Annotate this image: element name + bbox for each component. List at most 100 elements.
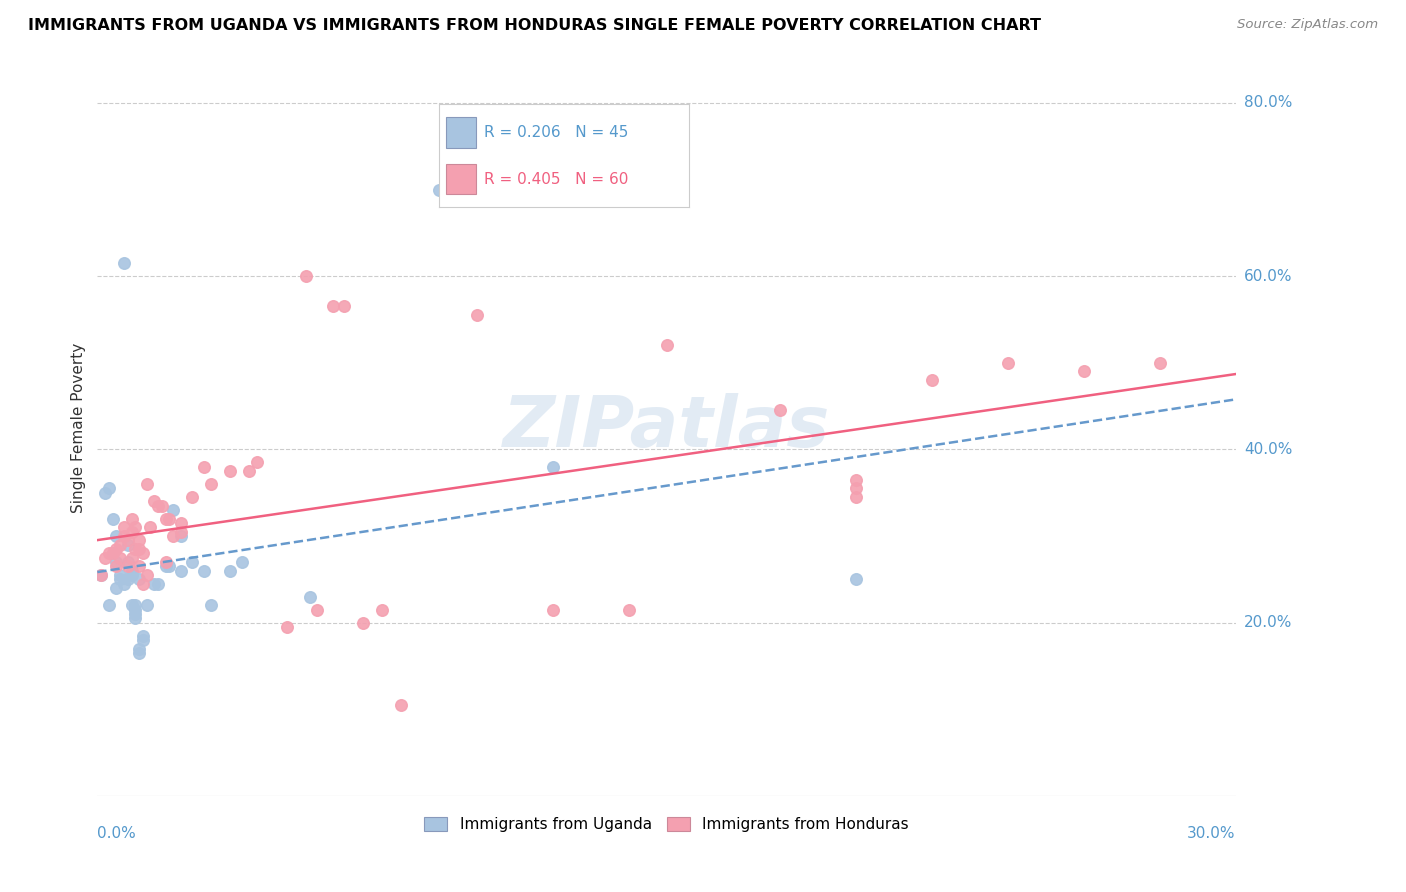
Point — [101, 546, 124, 560]
Point — [181, 555, 204, 569]
Point — [276, 620, 298, 634]
Point — [135, 477, 157, 491]
Point — [135, 599, 157, 613]
Point — [541, 602, 564, 616]
Point — [143, 576, 166, 591]
Point — [181, 490, 204, 504]
Point — [105, 541, 128, 556]
Point — [845, 481, 868, 495]
Point — [121, 524, 143, 539]
Point — [307, 602, 329, 616]
Point — [1073, 364, 1095, 378]
Point — [246, 455, 269, 469]
Point — [155, 559, 177, 574]
Point — [298, 590, 321, 604]
Point — [112, 576, 135, 591]
Point — [219, 464, 242, 478]
Point — [465, 308, 488, 322]
Point — [769, 403, 792, 417]
Point — [108, 538, 131, 552]
Point — [101, 511, 124, 525]
Text: 20.0%: 20.0% — [1244, 615, 1292, 630]
Point — [105, 529, 128, 543]
Point — [219, 564, 242, 578]
Point — [97, 546, 120, 560]
Point — [200, 477, 222, 491]
Point — [150, 499, 173, 513]
Point — [139, 520, 162, 534]
Text: 30.0%: 30.0% — [1187, 826, 1236, 841]
Point — [155, 555, 177, 569]
Point — [193, 459, 215, 474]
Point — [128, 533, 150, 548]
Point — [121, 564, 143, 578]
Point — [238, 464, 260, 478]
Point — [124, 607, 146, 621]
Point — [112, 256, 135, 270]
Text: 40.0%: 40.0% — [1244, 442, 1292, 457]
Point — [124, 520, 146, 534]
Point — [132, 628, 155, 642]
Point — [146, 576, 169, 591]
Point — [117, 572, 139, 586]
Legend: Immigrants from Uganda, Immigrants from Honduras: Immigrants from Uganda, Immigrants from … — [416, 809, 917, 839]
Point — [128, 541, 150, 556]
Point — [94, 485, 117, 500]
Point — [146, 499, 169, 513]
Point — [124, 602, 146, 616]
Point — [135, 568, 157, 582]
Point — [121, 568, 143, 582]
Point — [94, 550, 117, 565]
Point — [845, 490, 868, 504]
Point — [132, 632, 155, 647]
Point — [117, 533, 139, 548]
Point — [427, 182, 450, 196]
Point — [132, 546, 155, 560]
Point — [124, 611, 146, 625]
Point — [117, 559, 139, 574]
Point — [97, 599, 120, 613]
Text: 0.0%: 0.0% — [97, 826, 136, 841]
Point — [193, 564, 215, 578]
Point — [132, 576, 155, 591]
Point — [159, 559, 181, 574]
Point — [322, 300, 344, 314]
Point — [105, 555, 128, 569]
Point — [117, 555, 139, 569]
Point — [97, 481, 120, 495]
Point — [155, 511, 177, 525]
Point — [371, 602, 394, 616]
Point — [105, 559, 128, 574]
Point — [617, 602, 640, 616]
Text: 60.0%: 60.0% — [1244, 268, 1292, 284]
Point — [117, 538, 139, 552]
Point — [121, 511, 143, 525]
Point — [389, 698, 412, 712]
Point — [921, 373, 943, 387]
Y-axis label: Single Female Poverty: Single Female Poverty — [72, 343, 86, 513]
Point — [352, 615, 374, 630]
Point — [170, 516, 193, 530]
Point — [541, 459, 564, 474]
Point — [128, 559, 150, 574]
Point — [162, 529, 184, 543]
Point — [128, 646, 150, 660]
Point — [170, 564, 193, 578]
Point — [1149, 356, 1171, 370]
Point — [90, 568, 112, 582]
Point — [112, 529, 135, 543]
Point — [121, 550, 143, 565]
Point — [231, 555, 253, 569]
Point — [333, 300, 356, 314]
Point — [124, 541, 146, 556]
Text: Source: ZipAtlas.com: Source: ZipAtlas.com — [1237, 18, 1378, 31]
Point — [112, 520, 135, 534]
Point — [105, 581, 128, 595]
Point — [170, 524, 193, 539]
Point — [124, 599, 146, 613]
Point — [128, 641, 150, 656]
Point — [655, 338, 678, 352]
Point — [108, 572, 131, 586]
Point — [108, 568, 131, 582]
Text: ZIPatlas: ZIPatlas — [503, 393, 830, 462]
